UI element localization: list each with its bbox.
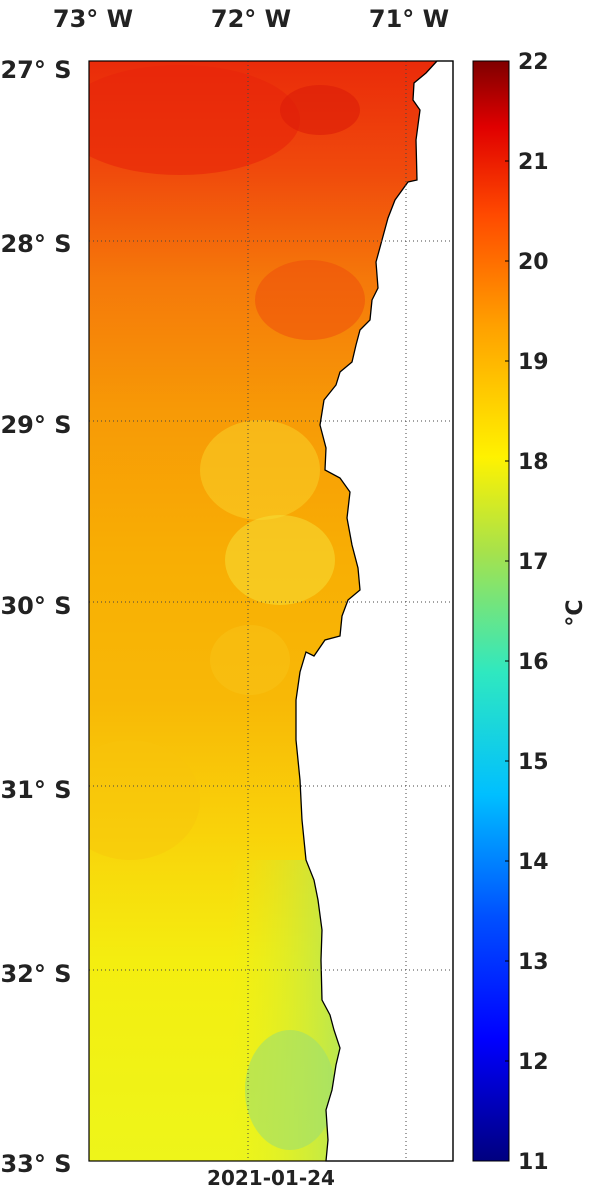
lat-label-28s: 28° S xyxy=(0,230,71,258)
colorbar-scale xyxy=(472,60,510,1162)
lat-label-29s: 29° S xyxy=(0,411,71,439)
colorbar-ticks: 22 21 20 19 18 17 16 15 14 13 12 11 xyxy=(505,50,549,1175)
warm-patch xyxy=(255,260,365,340)
map-frame xyxy=(88,60,454,1162)
colorbar-tick-label: 18 xyxy=(518,450,549,475)
warm-patch xyxy=(89,65,300,175)
colorbar-tick-label: 11 xyxy=(518,1150,549,1175)
colorbar-unit: °C xyxy=(563,599,588,626)
lat-label-31s: 31° S xyxy=(0,776,71,804)
colorbar-tick-label: 15 xyxy=(518,750,549,775)
lon-label-72w: 72° W xyxy=(211,5,291,33)
colorbar-tick-label: 12 xyxy=(518,1050,549,1075)
lat-label-33s: 33° S xyxy=(0,1150,71,1178)
colorbar-tick-label: 16 xyxy=(518,650,549,675)
colorbar-tick-label: 19 xyxy=(518,350,549,375)
colorbar-tick-label: 13 xyxy=(518,950,549,975)
warm-patch xyxy=(280,85,360,135)
colorbar-tick-label: 14 xyxy=(518,850,549,875)
cool-patch xyxy=(245,1030,335,1150)
lat-label-32s: 32° S xyxy=(0,960,71,988)
lon-label-71w: 71° W xyxy=(369,5,449,33)
lat-label-30s: 30° S xyxy=(0,592,71,620)
cool-patch xyxy=(200,420,320,520)
colorbar-tick-label: 17 xyxy=(518,550,549,575)
colorbar: 22 21 20 19 18 17 16 15 14 13 12 11 °C xyxy=(472,50,588,1175)
lon-label-73w: 73° W xyxy=(53,5,133,33)
colorbar-tick-label: 22 xyxy=(518,50,549,75)
date-label: 2021-01-24 xyxy=(207,1166,335,1188)
map-grid xyxy=(89,61,453,1161)
cool-patch xyxy=(210,625,290,695)
colorbar-tick-label: 20 xyxy=(518,250,549,275)
mid-patch xyxy=(89,740,200,860)
colorbar-tick-label: 21 xyxy=(518,150,549,175)
lat-label-27s: 27° S xyxy=(0,56,71,84)
land-mask xyxy=(295,60,454,1162)
cool-patch xyxy=(225,515,335,605)
